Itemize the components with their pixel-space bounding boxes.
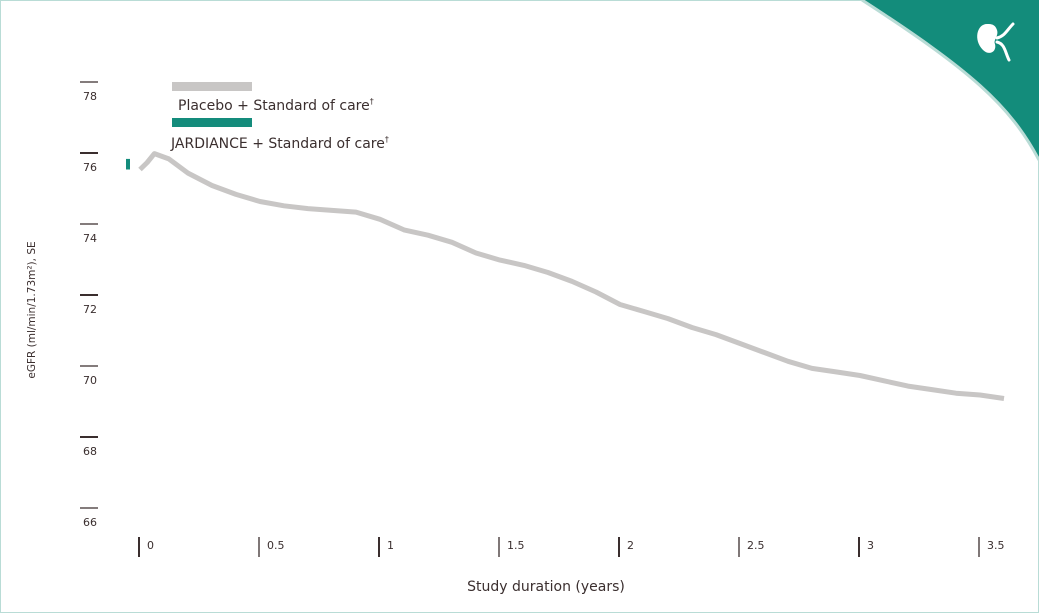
y-tick-label: 78 <box>83 90 97 103</box>
x-tick-label: 0 <box>147 539 154 552</box>
legend-label-jardiance: JARDIANCE + Standard of care† <box>170 135 389 152</box>
y-tick-label: 66 <box>83 516 97 529</box>
y-tick-label: 76 <box>83 161 97 174</box>
y-axis: 78 76 74 72 70 68 66 <box>80 81 98 529</box>
x-tick-label: 1.5 <box>507 539 525 552</box>
y-axis-title: eGFR (ml/min/1.73m²), SE <box>26 241 38 378</box>
series-layer <box>126 151 1005 401</box>
legend-swatch-jardiance <box>172 118 252 127</box>
x-tick-label: 3 <box>867 539 874 552</box>
x-tick-label: 1 <box>387 539 394 552</box>
x-axis-title: Study duration (years) <box>467 579 625 595</box>
y-tick-label: 68 <box>83 445 97 458</box>
y-tick-label: 72 <box>83 303 97 316</box>
corner-accent-edge <box>861 0 1039 161</box>
legend-swatch-placebo <box>172 82 252 91</box>
series-line-placebo <box>138 151 1005 401</box>
x-tick-label: 3.5 <box>987 539 1005 552</box>
y-tick-label: 70 <box>83 374 97 387</box>
legend-label-placebo: Placebo + Standard of care† <box>178 97 374 114</box>
kidney-icon <box>977 22 1015 62</box>
y-tick-label: 74 <box>83 232 97 245</box>
x-tick-label: 2.5 <box>747 539 765 552</box>
legend: Placebo + Standard of care† JARDIANCE + … <box>170 82 389 152</box>
x-tick-label: 0.5 <box>267 539 285 552</box>
x-tick-label: 2 <box>627 539 634 552</box>
x-axis: 0 0.5 1 1.5 2 2.5 3 3.5 <box>138 537 1005 557</box>
